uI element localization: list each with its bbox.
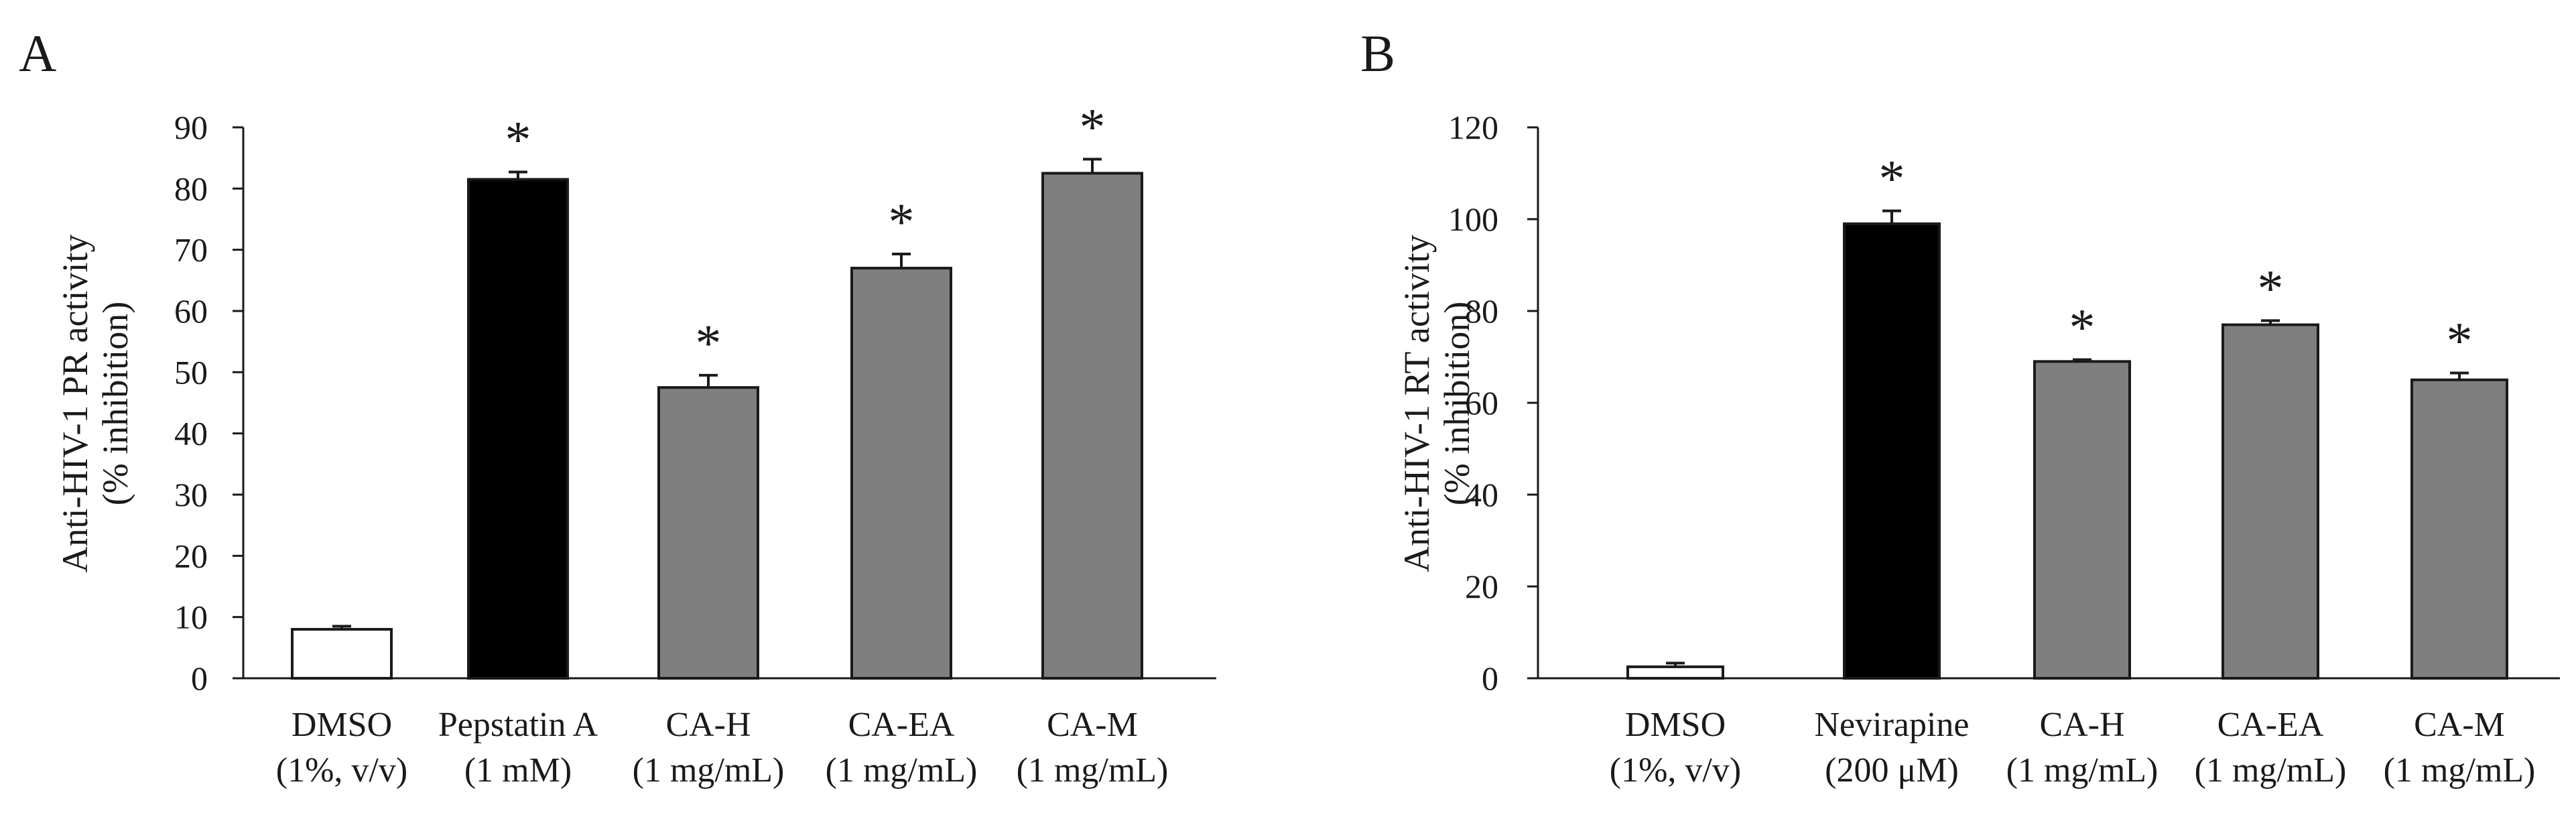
- category-label: CA-H: [665, 706, 751, 744]
- y-tick-label: 10: [174, 599, 208, 636]
- significance-marker: *: [2069, 298, 2096, 357]
- category-sublabel: (1%, v/v): [1610, 751, 1741, 790]
- bar: [1843, 222, 1941, 680]
- significance-marker: *: [889, 192, 915, 251]
- y-tick-label: 90: [174, 109, 208, 146]
- significance-marker: *: [2447, 311, 2473, 369]
- y-tick-label: 40: [174, 415, 208, 452]
- y-tick-label: 100: [1448, 200, 1498, 238]
- category-label: CA-EA: [848, 706, 955, 744]
- category-sublabel: (1%, v/v): [276, 751, 407, 790]
- bar: [2410, 378, 2508, 680]
- category-label: DMSO: [1625, 706, 1726, 744]
- category-sublabel: (1 mg/mL): [633, 751, 785, 790]
- category-sublabel: (1 mg/mL): [1017, 751, 1169, 790]
- category-sublabel: (1 mg/mL): [826, 751, 978, 790]
- y-tick-label: 0: [1482, 659, 1498, 697]
- y-tick-label: 70: [174, 231, 208, 269]
- category-sublabel: (1 mg/mL): [2006, 751, 2159, 790]
- bar: [1041, 172, 1143, 680]
- y-tick-label: 80: [1465, 292, 1498, 330]
- category-label: Pepstatin A: [438, 706, 598, 744]
- bar: [1626, 665, 1724, 680]
- bar: [657, 386, 759, 680]
- bar: [2221, 323, 2319, 680]
- y-axis-title: (% inhibition): [95, 302, 135, 505]
- category-sublabel: (1 mg/mL): [2384, 751, 2536, 790]
- category-label: DMSO: [292, 706, 392, 744]
- bar: [467, 178, 569, 680]
- y-tick-label: 30: [174, 476, 208, 513]
- y-tick-label: 20: [1465, 568, 1498, 605]
- y-tick-label: 80: [174, 170, 208, 207]
- significance-marker: *: [1879, 149, 1905, 208]
- bar: [291, 627, 393, 680]
- significance-marker: *: [2258, 259, 2284, 317]
- panel-label: A: [19, 24, 56, 82]
- category-label: CA-M: [2414, 706, 2505, 744]
- category-sublabel: (200 μM): [1825, 751, 1959, 790]
- category-sublabel: (1 mg/mL): [2195, 751, 2347, 790]
- y-tick-label: 20: [174, 537, 208, 574]
- y-axis-title: Anti-HIV-1 RT activity: [1397, 235, 1437, 572]
- category-sublabel: (1 mM): [464, 751, 572, 790]
- y-tick-label: 0: [191, 659, 208, 697]
- category-label: CA-M: [1047, 706, 1138, 744]
- y-tick-label: 50: [174, 353, 208, 391]
- y-tick-label: 40: [1465, 476, 1498, 513]
- significance-marker: *: [1080, 97, 1106, 155]
- y-axis-title: Anti-HIV-1 PR activity: [55, 235, 95, 573]
- bar: [850, 267, 952, 680]
- bar: [2033, 360, 2131, 680]
- category-label: CA-EA: [2217, 706, 2324, 744]
- y-axis-title: (% inhibition): [1437, 302, 1477, 505]
- category-label: CA-H: [2039, 706, 2124, 744]
- significance-marker: *: [696, 314, 722, 372]
- panel-label: B: [1360, 24, 1395, 82]
- y-tick-label: 60: [174, 292, 208, 330]
- category-label: Nevirapine: [1814, 706, 1969, 744]
- y-tick-label: 120: [1448, 109, 1498, 146]
- y-tick-label: 60: [1465, 384, 1498, 422]
- significance-marker: *: [505, 111, 531, 169]
